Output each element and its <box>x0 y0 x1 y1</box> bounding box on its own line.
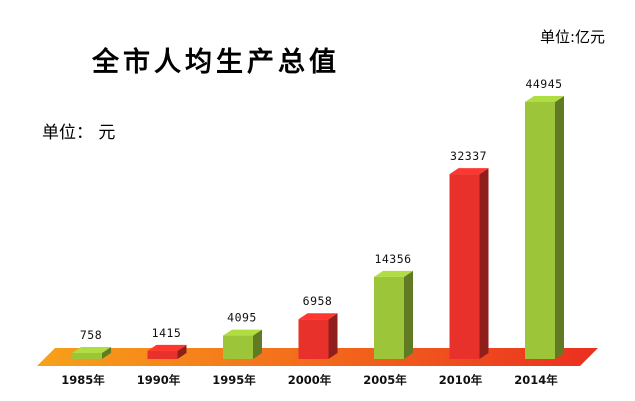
value-label: 44945 <box>525 77 562 91</box>
value-label: 14356 <box>374 252 411 266</box>
bar-1990年 <box>147 344 187 359</box>
value-label: 1415 <box>152 326 182 340</box>
bar-2005年 <box>374 270 413 359</box>
bar-1985年 <box>72 347 111 359</box>
x-tick-label: 2000年 <box>288 373 332 387</box>
bar-2000年 <box>298 313 338 359</box>
x-tick-label: 1995年 <box>212 373 256 387</box>
value-label: 4095 <box>227 311 257 325</box>
unit-label-left: 单位： 元 <box>42 123 116 143</box>
bar-2010年 <box>449 168 489 359</box>
x-tick-label: 1985年 <box>61 373 105 387</box>
x-tick-label: 1990年 <box>137 373 181 387</box>
bar-1995年 <box>223 329 262 359</box>
value-label: 32337 <box>450 149 487 163</box>
value-label: 6958 <box>303 294 333 308</box>
x-tick-label: 2005年 <box>363 373 407 387</box>
unit-label-top: 单位:亿元 <box>539 28 605 46</box>
x-tick-label: 2014年 <box>514 373 558 387</box>
value-label: 758 <box>80 328 102 342</box>
bar-2014年 <box>525 96 564 359</box>
chart-title: 全市人均生产总值 <box>92 47 340 78</box>
x-tick-label: 2010年 <box>439 373 483 387</box>
